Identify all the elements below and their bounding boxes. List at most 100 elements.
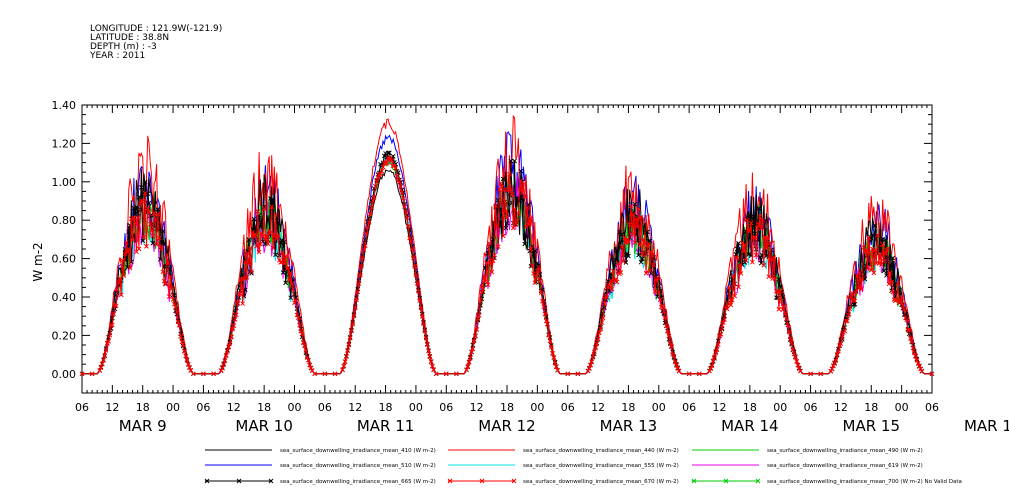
legend-marker: [236, 478, 242, 484]
series-marker: [609, 286, 615, 292]
series-marker: [107, 332, 113, 338]
series-marker: [183, 353, 189, 359]
series-marker: [747, 212, 753, 218]
legend-label: sea_surface_downwelling_irradiance_mean_…: [280, 448, 436, 454]
series-marker: [789, 340, 794, 346]
series-marker: [89, 371, 95, 377]
series-marker: [394, 173, 400, 179]
series-marker: [347, 335, 353, 341]
series-marker: [732, 293, 738, 299]
series-marker: [542, 311, 548, 317]
series-marker: [818, 371, 824, 377]
series-marker: [889, 279, 894, 285]
series-marker: [710, 358, 716, 364]
series-marker: [287, 278, 292, 283]
legend-item: sea_surface_downwelling_irradiance_mean_…: [204, 478, 436, 485]
series-marker: [641, 237, 646, 242]
series-marker: [142, 179, 148, 185]
series-marker: [275, 232, 281, 238]
series-marker: [638, 215, 644, 220]
series-marker: [430, 363, 435, 369]
series-marker: [483, 278, 488, 284]
series-marker: [508, 187, 514, 192]
series-marker: [660, 303, 665, 309]
series-marker: [223, 353, 229, 359]
series-marker: [307, 362, 313, 368]
series-marker: [159, 246, 165, 251]
series-marker: [473, 333, 478, 339]
series-marker: [280, 270, 286, 275]
series-marker: [175, 319, 181, 325]
series-marker: [263, 237, 268, 242]
series-marker: [466, 359, 472, 365]
series-marker: [380, 164, 386, 170]
series-marker: [538, 290, 544, 295]
series-line: [82, 165, 932, 375]
series-marker: [132, 211, 138, 217]
depth-text: DEPTH (m) : -3: [90, 42, 157, 52]
series-marker: [369, 205, 375, 211]
series-marker: [424, 342, 430, 348]
series-marker: [132, 220, 138, 226]
series-marker: [190, 371, 196, 377]
series-marker: [414, 280, 420, 286]
series-marker: [672, 359, 678, 365]
series-marker: [808, 371, 813, 377]
series-marker: [303, 348, 309, 354]
series-marker: [306, 357, 311, 363]
series-marker: [913, 354, 918, 359]
series-marker: [480, 286, 486, 292]
x-tick-label: 06: [682, 401, 696, 414]
series-marker: [604, 295, 610, 300]
series-marker: [779, 298, 784, 304]
series-marker: [627, 222, 633, 227]
series-marker: [782, 311, 788, 317]
series-marker: [295, 315, 301, 320]
series-marker: [378, 171, 383, 177]
series-marker: [185, 361, 191, 367]
series-marker: [638, 259, 644, 265]
series-marker: [222, 358, 228, 363]
series-marker: [536, 263, 541, 269]
x-tick-label: 06: [75, 401, 89, 414]
series-marker: [729, 297, 735, 303]
series-marker: [411, 255, 416, 261]
series-marker: [254, 243, 259, 249]
series-marker: [384, 159, 390, 165]
series-marker: [288, 270, 294, 276]
series-marker: [734, 246, 740, 252]
legend-label: sea_surface_downwelling_irradiance_mean_…: [523, 463, 679, 469]
series-marker: [399, 190, 405, 195]
series-marker: [895, 289, 901, 295]
series-marker: [674, 363, 679, 368]
series-marker: [522, 193, 528, 199]
series-marker: [485, 282, 491, 287]
series-marker: [264, 233, 270, 239]
series-marker: [662, 315, 668, 321]
series-marker: [881, 259, 887, 264]
legend-item: sea_surface_downwelling_irradiance_mean_…: [447, 478, 679, 485]
legend: sea_surface_downwelling_irradiance_mean_…: [204, 448, 962, 485]
series-marker: [235, 300, 240, 306]
series-marker: [790, 346, 796, 352]
legend-item: sea_surface_downwelling_irradiance_mean_…: [692, 463, 923, 469]
series-marker: [731, 273, 736, 278]
series-marker: [629, 232, 635, 237]
series-marker: [856, 285, 861, 291]
series-marker: [150, 240, 156, 246]
series-marker: [486, 240, 492, 246]
series-marker: [762, 234, 768, 240]
series-marker: [651, 262, 657, 268]
series-marker: [588, 362, 593, 368]
legend-item: sea_surface_downwelling_irradiance_mean_…: [448, 448, 679, 454]
series-marker: [302, 343, 307, 348]
series-marker: [475, 316, 481, 322]
legend-label: sea_surface_downwelling_irradiance_mean_…: [767, 463, 923, 469]
series-marker: [882, 237, 888, 243]
series-marker: [293, 297, 299, 303]
series-marker: [294, 312, 300, 318]
series-marker: [589, 359, 595, 365]
series-marker: [352, 305, 358, 311]
series-marker: [141, 234, 147, 240]
